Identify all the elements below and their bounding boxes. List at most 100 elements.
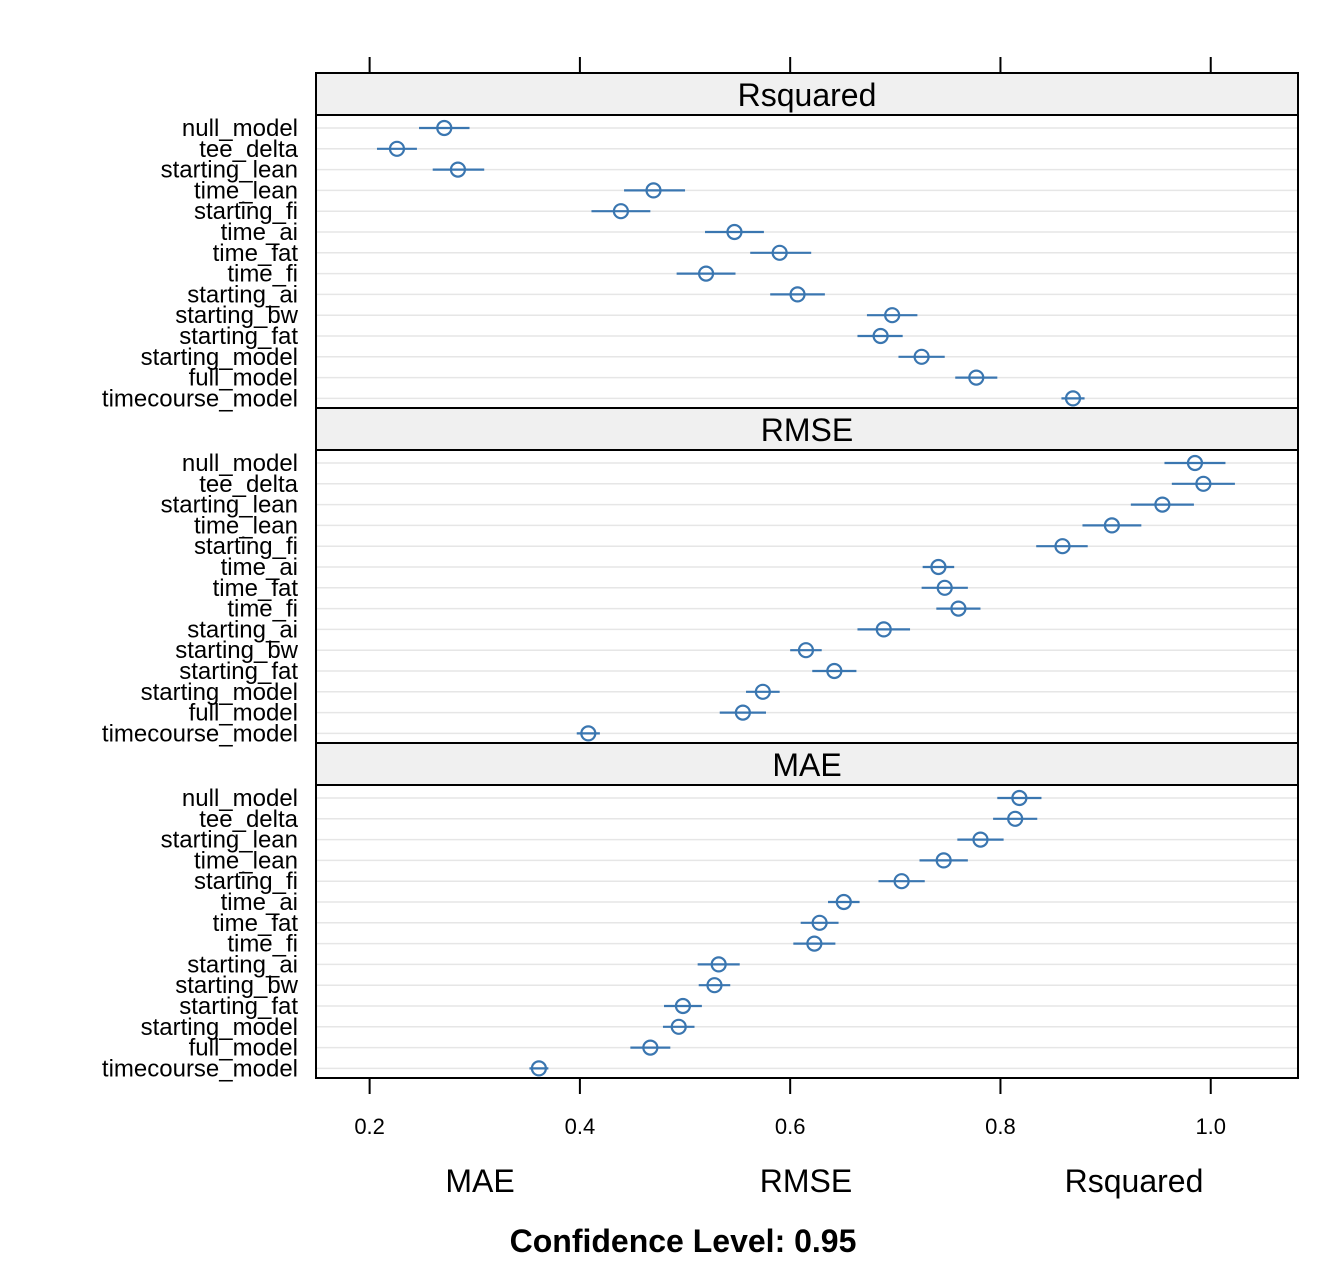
model-label: starting_bw	[175, 637, 298, 664]
estimate-point	[950, 600, 967, 617]
model-label: starting_model	[141, 1014, 298, 1041]
strip-background	[316, 743, 1298, 785]
estimate-point	[930, 558, 947, 576]
strip-label-rmse: RMSE	[761, 412, 853, 448]
model-label: null_model	[182, 450, 298, 477]
model-label: starting_lean	[161, 157, 298, 184]
model-label: null_model	[182, 785, 298, 812]
model-label: time_ai	[221, 889, 298, 916]
estimate-point	[913, 348, 930, 365]
model-label: full_model	[189, 365, 298, 392]
estimate-point	[388, 140, 406, 157]
estimate-point	[806, 935, 823, 952]
estimate-point	[968, 369, 985, 386]
estimate-point	[875, 621, 892, 638]
model-label: starting_bw	[175, 972, 298, 999]
model-label: null_model	[182, 115, 298, 142]
estimate-point	[811, 914, 828, 931]
x-tick-label: 1.0	[1195, 1114, 1226, 1139]
estimate-point	[771, 244, 788, 261]
model-label: starting_bw	[175, 302, 298, 329]
estimate-point	[580, 725, 597, 742]
model-label: time_fi	[227, 931, 298, 958]
estimate-point	[835, 893, 852, 911]
estimate-point	[797, 642, 815, 659]
estimate-point	[710, 956, 727, 973]
model-label: tee_delta	[199, 136, 298, 163]
panel-rmse: RMSE null_modeltee_deltastarting_leantime…	[102, 407, 1299, 747]
strip-label-mae: MAE	[772, 747, 841, 783]
panel-border	[315, 742, 1299, 1079]
strip-label-rsquared: Rsquared	[738, 77, 877, 113]
estimate-point	[1103, 517, 1121, 534]
metric-label-rsquared: Rsquared	[1065, 1163, 1204, 1199]
top-axis	[368, 57, 1212, 73]
metric-label-mae: MAE	[445, 1163, 514, 1199]
strip-background	[316, 408, 1298, 450]
metric-labels: MAE RMSE Rsquared	[445, 1163, 1203, 1199]
model-label: timecourse_model	[102, 1055, 298, 1082]
model-label: time_ai	[221, 219, 298, 246]
estimate-point	[872, 327, 889, 345]
model-label: full_model	[189, 700, 298, 727]
estimate-point	[884, 307, 901, 324]
model-label: time_lean	[194, 512, 298, 539]
estimate-point	[1011, 789, 1028, 807]
model-label: time_lean	[194, 177, 298, 204]
x-tick-label: 0.2	[354, 1114, 385, 1139]
model-label: starting_fi	[194, 533, 298, 560]
bottom-axis: 0.2 0.4 0.6 0.8 1.0	[354, 1078, 1226, 1139]
model-label: starting_model	[141, 344, 298, 371]
estimate-point	[1054, 538, 1071, 555]
estimate-point	[1064, 390, 1082, 407]
estimate-point	[972, 831, 989, 848]
model-label: time_fat	[213, 575, 299, 602]
model-label: starting_fi	[194, 868, 298, 895]
model-label: starting_ai	[187, 616, 298, 643]
estimate-point	[642, 1039, 659, 1056]
panel-mae: MAEnull_modeltee_deltastarting_leantime_…	[102, 742, 1299, 1082]
estimate-point	[734, 704, 751, 721]
estimate-point	[789, 286, 806, 303]
model-label: starting_ai	[187, 951, 298, 978]
estimate-point	[670, 1018, 687, 1035]
estimate-point	[674, 997, 692, 1015]
panel-border	[315, 72, 1299, 409]
model-label: time_lean	[194, 847, 298, 874]
panels-group: Rsquarednull_modeltee_deltastarting_lean…	[102, 72, 1299, 1082]
estimate-point	[936, 579, 953, 596]
model-label: tee_delta	[199, 806, 298, 833]
model-label: starting_fat	[179, 323, 298, 350]
confidence-level-title: Confidence Level: 0.95	[510, 1223, 857, 1259]
estimate-point	[697, 265, 715, 282]
model-label: full_model	[189, 1035, 298, 1062]
estimate-point	[726, 223, 743, 241]
model-label: timecourse_model	[102, 720, 298, 747]
model-label: time_fat	[213, 240, 299, 267]
model-label: starting_fat	[179, 993, 298, 1020]
model-label: time_ai	[221, 554, 298, 581]
model-label: starting_fi	[194, 198, 298, 225]
estimate-point	[1154, 496, 1171, 513]
estimate-point	[1007, 810, 1024, 827]
estimate-point	[449, 161, 467, 178]
estimate-point	[436, 119, 453, 137]
model-label: timecourse_model	[102, 385, 298, 412]
model-label: starting_ai	[187, 281, 298, 308]
model-label: starting_fat	[179, 658, 298, 685]
estimate-point	[530, 1060, 547, 1077]
strip-background	[316, 73, 1298, 115]
estimate-point	[826, 662, 843, 680]
estimate-point	[612, 203, 630, 220]
estimate-point	[935, 852, 952, 869]
estimate-point	[1195, 475, 1212, 492]
model-label: starting_model	[141, 679, 298, 706]
model-label: time_fi	[227, 261, 298, 288]
x-tick-label: 0.8	[985, 1114, 1016, 1139]
x-tick-label: 0.4	[565, 1114, 596, 1139]
estimate-point	[754, 683, 771, 700]
model-label: starting_lean	[161, 827, 298, 854]
model-label: starting_lean	[161, 492, 298, 519]
metric-label-rmse: RMSE	[760, 1163, 852, 1199]
